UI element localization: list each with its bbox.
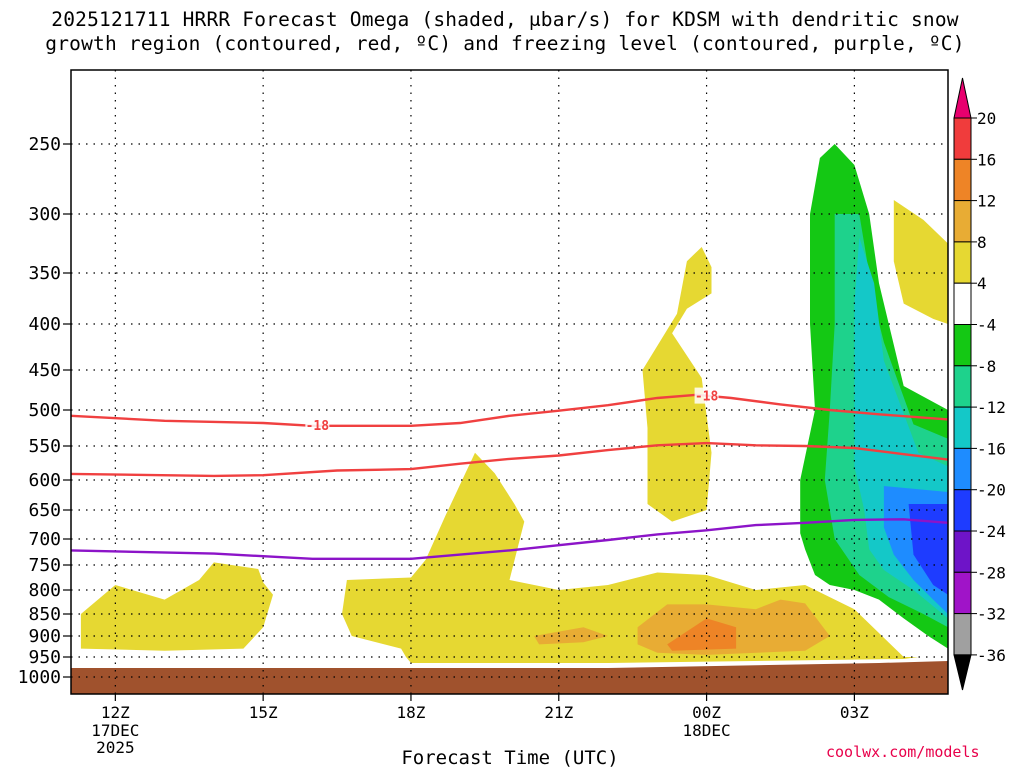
y-tick-label-800: 800 <box>28 580 61 601</box>
omega-region-m20-11 <box>908 504 948 595</box>
contour-layer: -18 -18 <box>70 387 949 560</box>
y-axis: 2503003504004505005506006507007508008509… <box>18 134 71 688</box>
colorbar-label-0: 20 <box>977 109 996 128</box>
y-tick-label-250: 250 <box>28 134 61 155</box>
omega-shading-layer <box>80 144 948 668</box>
ground-rise <box>608 661 948 668</box>
dgz-label-bg-1 <box>694 387 719 404</box>
omega-region-c4-2 <box>642 247 712 522</box>
y-tick-label-350: 350 <box>28 263 61 284</box>
x-tick-label-21Z: 21Z <box>544 703 573 722</box>
y-tick-label-600: 600 <box>28 470 61 491</box>
dgz-top-contour <box>70 393 949 427</box>
colorbar-label-3: 8 <box>977 233 987 252</box>
colorbar-swatch-9 <box>953 447 972 491</box>
colorbar-swatch-11 <box>953 530 972 573</box>
omega-region-c4-3 <box>893 200 948 324</box>
colorbar-label-4: 4 <box>977 274 987 293</box>
y-tick-label-750: 750 <box>28 555 61 576</box>
x-tick-sublabel-2025: 2025 <box>96 738 135 757</box>
colorbar-swatch-12 <box>953 571 972 615</box>
y-tick-label-300: 300 <box>28 204 61 225</box>
colorbar-label-9: -20 <box>977 481 1006 500</box>
y-tick-label-550: 550 <box>28 436 61 457</box>
y-tick-label-1000: 1000 <box>18 667 61 688</box>
colorbar-label-13: -36 <box>977 646 1006 665</box>
colorbar-label-2: 12 <box>977 192 996 211</box>
y-tick-label-900: 900 <box>28 626 61 647</box>
colorbar-label-11: -28 <box>977 563 1006 582</box>
colorbar-swatch-6 <box>953 324 972 367</box>
x-tick-label-00Z: 00Z <box>692 703 721 722</box>
colorbar-label-12: -32 <box>977 605 1006 624</box>
site-credit: coolwx.com/models <box>826 743 980 761</box>
colorbar-label-10: -24 <box>977 522 1006 541</box>
colorbar-label-6: -8 <box>977 357 996 376</box>
y-tick-label-500: 500 <box>28 400 61 421</box>
dgz-contour-label-0: -18 <box>306 419 330 434</box>
dgz-bottom-contour <box>70 441 949 478</box>
colorbar-swatch-4 <box>953 241 972 284</box>
x-axis-label: Forecast Time (UTC) <box>401 747 618 768</box>
colorbar-swatch-7 <box>953 365 972 408</box>
freezing-level-contour <box>70 518 949 560</box>
colorbar-swatch-1 <box>953 117 972 160</box>
y-tick-label-450: 450 <box>28 360 61 381</box>
colorbar-bottom-arrow <box>953 654 972 691</box>
plot-frame <box>70 69 949 695</box>
colorbar-label-1: 16 <box>977 150 996 169</box>
title-line-1: 2025121711 HRRR Forecast Omega (shaded, … <box>51 8 959 31</box>
title-line-2: growth region (contoured, red, ºC) and f… <box>45 32 965 55</box>
dgz-label-bg-0 <box>305 417 330 434</box>
x-tick-sublabel-17DEC: 17DEC <box>91 721 139 740</box>
x-tick-label-12Z: 12Z <box>101 703 130 722</box>
x-tick-label-18Z: 18Z <box>397 703 426 722</box>
colorbar-swatch-10 <box>953 489 972 532</box>
colorbar-swatch-13 <box>953 613 972 656</box>
omega-region-c8-4 <box>534 627 608 645</box>
colorbar-label-5: -4 <box>977 316 996 335</box>
colorbar-label-8: -16 <box>977 439 1006 458</box>
y-tick-label-700: 700 <box>28 529 61 550</box>
y-tick-label-950: 950 <box>28 647 61 668</box>
x-tick-label-15Z: 15Z <box>249 703 278 722</box>
omega-region-c4-0 <box>80 562 274 651</box>
y-tick-label-400: 400 <box>28 314 61 335</box>
colorbar-swatch-8 <box>953 406 972 449</box>
y-tick-label-850: 850 <box>28 604 61 625</box>
colorbar-swatch-3 <box>953 200 972 243</box>
colorbar-legend: 20 16 12 8 4 -4 -8 -12 -16 -20 -24 -28 -32 -36 <box>953 77 1006 691</box>
colorbar-top-arrow <box>953 77 972 119</box>
ground-surface <box>71 668 948 694</box>
x-tick-sublabel-18DEC: 18DEC <box>682 721 730 740</box>
chart-title: 2025121711 HRRR Forecast Omega (shaded, … <box>0 8 1010 56</box>
colorbar-label-7: -12 <box>977 398 1006 417</box>
dgz-contour-label-1: -18 <box>695 390 719 405</box>
omega-region-c12-6 <box>667 618 737 651</box>
colorbar-swatch-5 <box>953 282 972 326</box>
y-tick-label-650: 650 <box>28 500 61 521</box>
x-tick-label-03Z: 03Z <box>840 703 869 722</box>
colorbar-swatch-2 <box>953 158 972 202</box>
